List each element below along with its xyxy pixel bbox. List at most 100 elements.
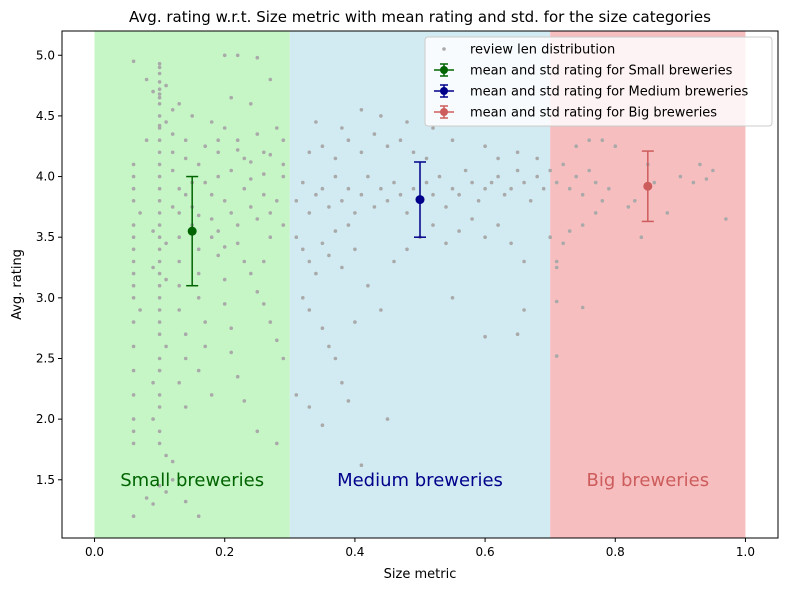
scatter-point	[157, 80, 162, 84]
scatter-point	[405, 120, 409, 124]
scatter-point	[340, 126, 344, 130]
scatter-point	[196, 514, 201, 518]
scatter-point	[249, 205, 253, 209]
scatter-point	[222, 53, 227, 58]
legend-entry-2: mean and std rating for Medium breweries	[470, 85, 749, 100]
scatter-point	[327, 344, 331, 349]
scatter-point	[222, 126, 227, 130]
scatter-point	[522, 180, 526, 185]
scatter-point	[431, 223, 435, 227]
scatter-layer	[131, 53, 728, 518]
mean-marker-2	[643, 181, 653, 191]
scatter-point	[385, 417, 390, 421]
scatter-point	[157, 95, 162, 100]
scatter-point	[242, 186, 247, 191]
region-label-1: Medium breweries	[337, 470, 503, 491]
scatter-point	[249, 271, 253, 276]
scatter-point	[320, 144, 325, 148]
scatter-point	[131, 271, 136, 276]
scatter-point	[496, 174, 500, 179]
scatter-point	[157, 484, 162, 488]
scatter-point	[196, 213, 201, 218]
scatter-point	[470, 180, 474, 185]
scatter-point	[164, 120, 168, 124]
scatter-point	[131, 174, 136, 179]
region-label-0: Small breweries	[120, 470, 264, 491]
scatter-point	[249, 177, 253, 181]
scatter-point	[144, 496, 149, 500]
scatter-point	[157, 71, 162, 76]
scatter-point	[157, 65, 162, 70]
scatter-point	[275, 126, 279, 130]
scatter-point	[359, 108, 364, 112]
scatter-point	[242, 259, 247, 264]
scatter-point	[262, 259, 266, 264]
scatter-point	[444, 241, 448, 246]
scatter-point	[131, 223, 136, 227]
mean-marker-0	[187, 226, 197, 236]
scatter-point	[541, 186, 546, 191]
scatter-point	[587, 138, 591, 142]
scatter-point	[450, 186, 455, 191]
scatter-point	[509, 186, 513, 191]
scatter-point	[424, 180, 429, 185]
scatter-point	[249, 160, 253, 164]
scatter-point	[593, 180, 598, 185]
scatter-point	[268, 235, 273, 239]
scatter-point	[307, 150, 312, 155]
legend-box	[424, 36, 773, 127]
scatter-point	[151, 265, 155, 270]
scatter-point	[170, 478, 175, 482]
scatter-point	[691, 180, 696, 185]
scatter-point	[183, 192, 188, 197]
scatter-point	[131, 344, 136, 349]
scatter-point	[476, 199, 481, 203]
y-tick-label: 2.0	[36, 412, 55, 426]
scatter-point	[333, 174, 338, 179]
scatter-point	[366, 283, 370, 288]
legend: review len distribution mean and std rati…	[424, 36, 773, 127]
scatter-point	[157, 247, 162, 252]
scatter-point	[157, 174, 162, 179]
scatter-point	[450, 138, 455, 142]
scatter-point	[157, 223, 162, 227]
scatter-point	[242, 399, 247, 403]
scatter-point	[222, 245, 227, 249]
scatter-point	[379, 114, 383, 118]
errorbar-layer	[186, 150, 654, 287]
mean-marker-1	[415, 195, 425, 205]
scatter-point	[196, 247, 201, 252]
scatter-point	[242, 156, 247, 161]
scatter-point	[567, 229, 572, 233]
scatter-point	[170, 132, 175, 136]
scatter-point	[164, 83, 168, 88]
scatter-point	[157, 162, 162, 167]
scatter-point	[515, 150, 520, 155]
legend-entry-3: mean and std rating for Big breweries	[470, 106, 717, 121]
scatter-point	[183, 356, 188, 361]
y-tick-label: 3.0	[36, 291, 55, 305]
scatter-point	[398, 138, 403, 142]
scatter-point	[626, 205, 631, 209]
scatter-point	[203, 344, 207, 349]
y-axis-label: Avg. rating	[10, 249, 25, 320]
scatter-point	[183, 138, 188, 142]
scatter-point	[301, 247, 305, 252]
scatter-point	[177, 211, 181, 215]
scatter-point	[281, 356, 286, 361]
scatter-point	[177, 235, 181, 239]
scatter-point	[450, 296, 455, 300]
scatter-point	[229, 95, 233, 100]
scatter-point	[138, 308, 142, 312]
scatter-point	[457, 192, 461, 197]
x-tick-label: 0.8	[606, 545, 625, 559]
scatter-point	[496, 223, 500, 227]
scatter-point	[222, 302, 227, 306]
scatter-point	[177, 186, 181, 191]
scatter-point	[157, 150, 162, 155]
scatter-point	[333, 156, 338, 161]
scatter-point	[203, 144, 207, 148]
scatter-point	[314, 192, 318, 197]
scatter-point	[131, 393, 136, 397]
scatter-point	[183, 499, 188, 504]
